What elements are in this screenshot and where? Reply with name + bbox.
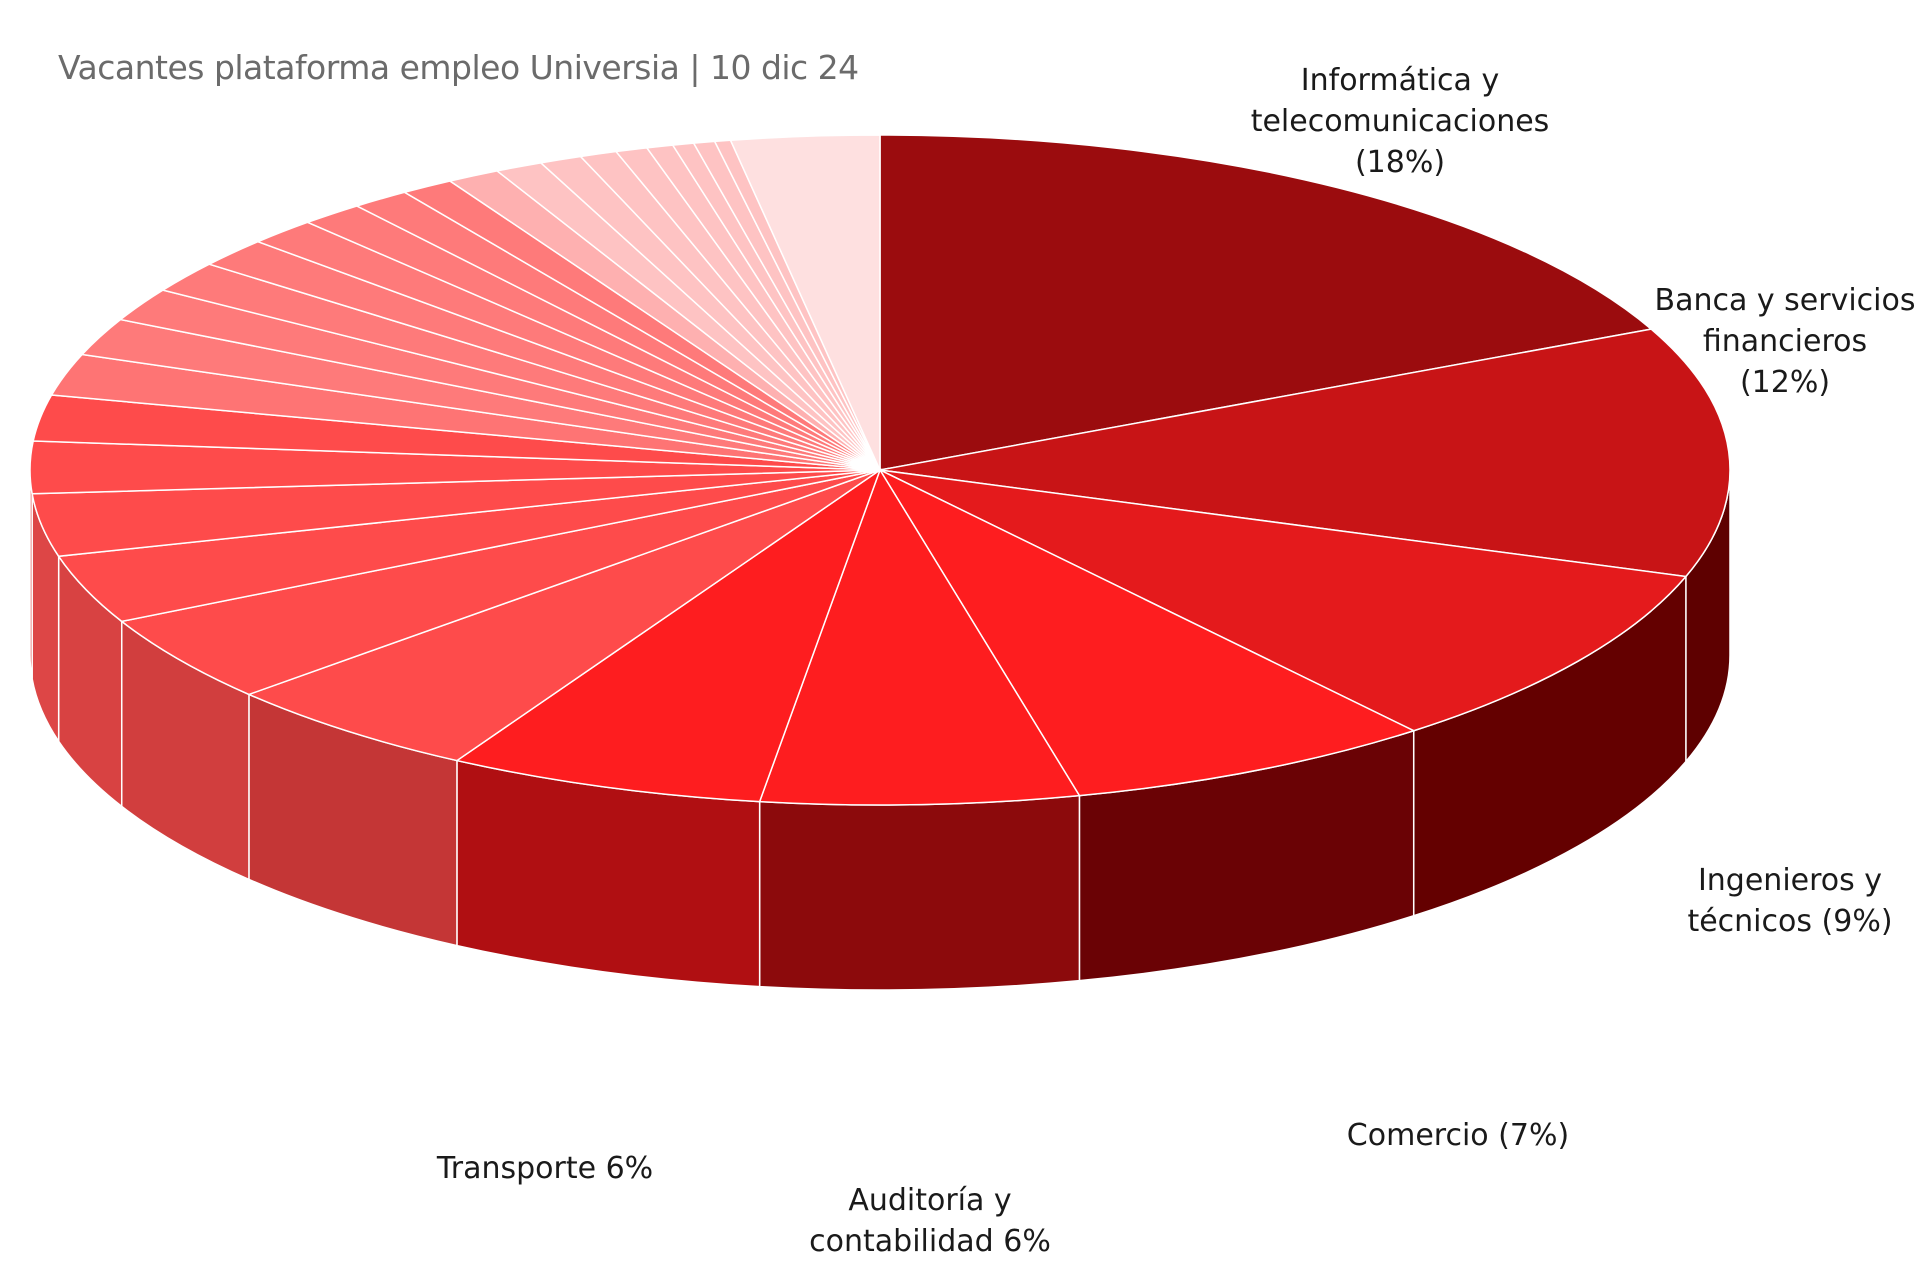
pie-slice [455, 468, 882, 803]
pie-slice [119, 469, 881, 696]
pie-slice-side [29, 469, 33, 679]
slice-label: Auditoría y contabilidad 6% [809, 1183, 1051, 1259]
pie-slice [879, 469, 1688, 732]
slice-label: Transporte 6% [436, 1151, 653, 1186]
slice-label: Informática y telecomunicaciones (18%) [1251, 63, 1550, 180]
pie-top [29, 134, 1731, 806]
pie-slice [729, 134, 881, 471]
pie-slice [879, 134, 1653, 471]
pie-slice [878, 468, 1416, 797]
slice-label: Comercio (7%) [1347, 1118, 1569, 1153]
slice-label: Ingenieros y técnicos (9%) [1687, 863, 1892, 939]
pie-slice [758, 468, 1081, 806]
slice-label: Banca y servicios financieros (12%) [1654, 283, 1915, 400]
pie-slice [879, 328, 1731, 578]
chart-title: Vacantes plataforma empleo Universia | 1… [58, 48, 859, 87]
pie-sides [29, 469, 1731, 991]
pie-slice [246, 469, 881, 762]
pie-slice-side [758, 794, 1081, 991]
